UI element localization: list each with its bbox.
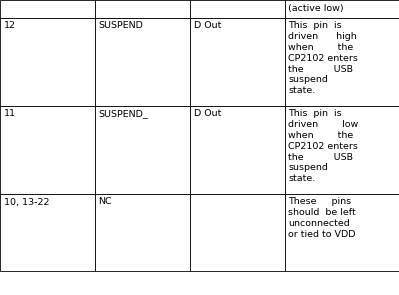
Text: D Out: D Out — [194, 22, 221, 30]
Text: These     pins
should  be left
unconnected
or tied to VDD: These pins should be left unconnected or… — [288, 197, 356, 239]
Bar — [95, 106, 190, 194]
Bar — [190, 18, 285, 106]
Bar — [95, 194, 190, 271]
Bar — [190, 194, 285, 271]
Text: NC: NC — [99, 197, 112, 206]
Bar — [285, 0, 399, 18]
Bar — [0, 106, 95, 194]
Text: SUSPEND_: SUSPEND_ — [99, 109, 148, 119]
Bar — [95, 0, 190, 18]
Bar — [285, 106, 399, 194]
Text: (active low): (active low) — [288, 4, 344, 12]
Text: SUSPEND: SUSPEND — [99, 22, 143, 30]
Text: 12: 12 — [4, 22, 16, 30]
Text: 11: 11 — [4, 109, 16, 119]
Bar — [0, 18, 95, 106]
Bar — [0, 194, 95, 271]
Bar — [190, 106, 285, 194]
Bar — [285, 18, 399, 106]
Bar — [95, 18, 190, 106]
Bar — [190, 0, 285, 18]
Bar — [285, 194, 399, 271]
Bar — [0, 0, 95, 18]
Text: This  pin  is
driven      high
when        the
CP2102 enters
the          USB
su: This pin is driven high when the CP2102 … — [288, 22, 358, 95]
Text: D Out: D Out — [194, 109, 221, 119]
Text: 10, 13-22: 10, 13-22 — [4, 197, 49, 206]
Text: This  pin  is
driven        low
when        the
CP2102 enters
the          USB
s: This pin is driven low when the CP2102 e… — [288, 109, 359, 183]
